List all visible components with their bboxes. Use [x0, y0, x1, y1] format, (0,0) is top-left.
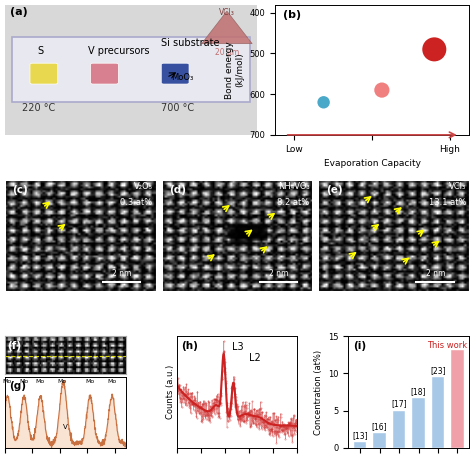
Text: [18]: [18]: [411, 387, 426, 396]
Text: V₂O₅: V₂O₅: [134, 182, 153, 191]
Text: L2: L2: [249, 353, 261, 363]
Text: (e): (e): [326, 185, 343, 195]
Text: [13]: [13]: [352, 430, 368, 440]
Text: 700 °C: 700 °C: [161, 103, 194, 113]
Polygon shape: [201, 11, 252, 44]
Text: L3: L3: [232, 341, 244, 351]
Text: 8.2 at%: 8.2 at%: [277, 197, 310, 207]
Text: (h): (h): [182, 340, 198, 351]
Point: [430, 46, 438, 53]
Text: [23]: [23]: [430, 366, 446, 375]
FancyBboxPatch shape: [30, 63, 58, 84]
Text: Mo: Mo: [36, 379, 45, 384]
Text: V: V: [63, 424, 68, 430]
Text: Mo: Mo: [19, 379, 28, 384]
Bar: [373, 433, 386, 448]
Bar: [412, 398, 425, 448]
Text: V precursors: V precursors: [88, 46, 150, 56]
Text: Mo: Mo: [58, 379, 67, 384]
Text: 220 °C: 220 °C: [22, 103, 55, 113]
Text: Si substrate: Si substrate: [161, 38, 220, 48]
Text: Mo: Mo: [85, 379, 95, 384]
Text: (g): (g): [9, 381, 27, 391]
Y-axis label: Bond energy
(kJ/mol): Bond energy (kJ/mol): [225, 41, 244, 99]
Text: Mo: Mo: [3, 379, 12, 384]
Text: (c): (c): [12, 185, 28, 195]
Text: This work: This work: [427, 340, 467, 350]
Bar: [354, 442, 366, 448]
Text: [16]: [16]: [372, 422, 387, 431]
Text: (i): (i): [353, 340, 366, 351]
Text: (a): (a): [10, 7, 27, 17]
Y-axis label: Concentration (at%): Concentration (at%): [313, 350, 322, 435]
Bar: [393, 411, 405, 448]
Text: Mo: Mo: [107, 379, 117, 384]
X-axis label: Evaporation Capacity: Evaporation Capacity: [324, 159, 420, 168]
Text: 13.1 at%: 13.1 at%: [429, 197, 466, 207]
Text: VCl₃: VCl₃: [219, 9, 235, 17]
Text: [17]: [17]: [391, 399, 407, 409]
Text: 2 nm: 2 nm: [269, 269, 288, 278]
FancyBboxPatch shape: [91, 63, 118, 84]
Text: S: S: [37, 46, 44, 56]
Text: (f): (f): [7, 341, 21, 351]
Text: (d): (d): [169, 185, 186, 195]
Text: 0.3 at%: 0.3 at%: [120, 197, 153, 207]
Text: NH₄VO₃: NH₄VO₃: [278, 182, 310, 191]
FancyBboxPatch shape: [161, 63, 189, 84]
Bar: [432, 377, 444, 448]
Text: 2 nm: 2 nm: [112, 269, 131, 278]
Text: 20 μm: 20 μm: [215, 48, 239, 57]
Bar: [451, 351, 464, 448]
Text: MoO₃: MoO₃: [172, 73, 193, 82]
Point: [320, 99, 328, 106]
Point: [378, 86, 386, 94]
Y-axis label: Counts (a.u.): Counts (a.u.): [166, 365, 175, 419]
Text: (b): (b): [283, 10, 301, 20]
Polygon shape: [12, 37, 250, 102]
Text: VCl₃: VCl₃: [449, 182, 466, 191]
Text: 2 nm: 2 nm: [426, 269, 445, 278]
